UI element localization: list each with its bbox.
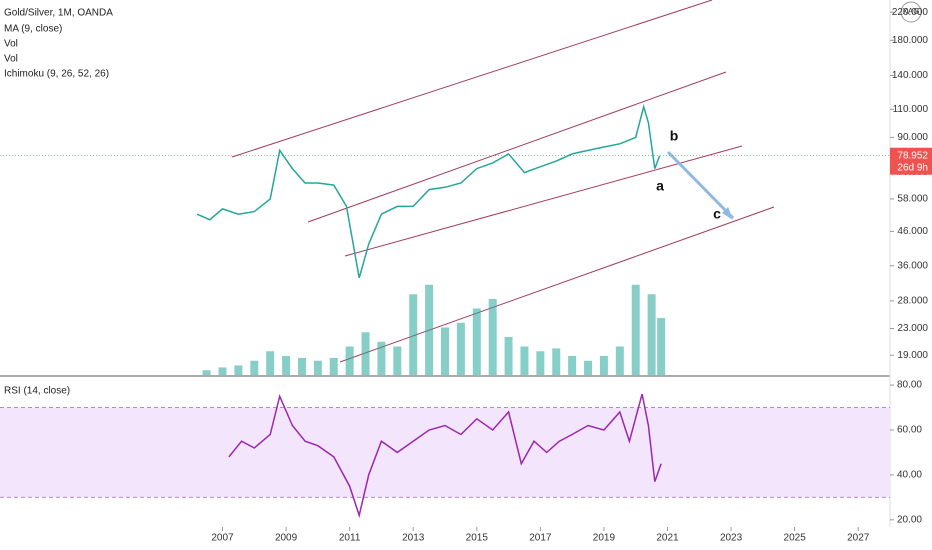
- volume-bar: [282, 356, 291, 375]
- channel-line: [344, 145, 743, 257]
- indicator-label: Vol: [4, 54, 18, 65]
- indicator-label: Vol: [4, 39, 18, 50]
- last-price-label: 78.952: [897, 150, 928, 161]
- volume-bar: [234, 365, 243, 375]
- volume-bar: [615, 346, 624, 375]
- last-price-box: [890, 147, 932, 175]
- volume-bar: [425, 284, 434, 375]
- volume-bar: [647, 294, 656, 375]
- symbol: XAG: [903, 7, 920, 16]
- volume-bar: [472, 308, 481, 375]
- y-tick-label: 220.000: [892, 7, 929, 18]
- rsi-y-tick-label: 60.00: [897, 425, 922, 436]
- volume-bar: [657, 318, 666, 375]
- y-tick-label: 180.000: [892, 35, 929, 46]
- volume-bar: [568, 356, 577, 375]
- volume-bar: [266, 351, 275, 375]
- volume-bar: [329, 357, 338, 375]
- x-tick-label: 2027: [847, 533, 870, 544]
- rsi-band: [0, 407, 890, 498]
- y-tick-label: 28.000: [897, 296, 928, 307]
- rsi-title: RSI (14, close): [4, 386, 70, 397]
- y-tick-label: 58.000: [897, 194, 928, 205]
- symbol-badge: [900, 1, 922, 23]
- volume-bar: [313, 360, 322, 375]
- projection-arrow: [666, 150, 735, 220]
- x-tick-label: 2023: [720, 533, 743, 544]
- volume-bar: [520, 346, 529, 375]
- volume-bar: [456, 322, 465, 375]
- rsi-y-tick-label: 40.00: [897, 470, 922, 481]
- x-tick-label: 2013: [402, 533, 425, 544]
- rsi-y-tick-label: 20.00: [897, 514, 922, 525]
- channel-line: [307, 71, 727, 223]
- volume-bar: [250, 360, 259, 375]
- volume-bar: [393, 346, 402, 375]
- volume-bar: [441, 327, 449, 375]
- y-tick-label: 90.000: [897, 132, 928, 143]
- volume-bar: [361, 332, 370, 375]
- rsi-line: [228, 393, 662, 519]
- y-tick-label: 23.000: [897, 323, 928, 334]
- countdown: 26d 9h: [897, 162, 928, 173]
- chart-title: Gold/Silver, 1M, OANDA: [4, 8, 113, 19]
- volume-bar: [631, 284, 640, 375]
- annotation: b: [670, 128, 679, 144]
- volume-bar: [552, 348, 561, 375]
- volume-bar: [599, 356, 608, 375]
- volume-bar: [504, 337, 513, 375]
- volume-bar: [218, 367, 227, 375]
- y-tick-label: 19.000: [897, 350, 928, 361]
- y-tick-label: 110.000: [893, 104, 929, 115]
- x-tick-label: 2019: [593, 533, 616, 544]
- arrow-head: [722, 207, 733, 220]
- price-line: [196, 104, 661, 279]
- volume-bar: [345, 346, 354, 375]
- y-tick-label: 36.000: [897, 260, 928, 271]
- volume-bar: [536, 351, 545, 375]
- indicator-label: Ichimoku (9, 26, 52, 26): [4, 69, 109, 80]
- x-tick-label: 2015: [466, 533, 489, 544]
- x-tick-label: 2017: [529, 533, 552, 544]
- volume-bar: [409, 294, 418, 375]
- annotation: a: [656, 178, 664, 194]
- volume-bar: [584, 360, 593, 375]
- x-tick-label: 2011: [339, 533, 361, 544]
- channel-line: [231, 0, 713, 158]
- y-tick-label: 140.000: [892, 70, 929, 81]
- x-tick-label: 2025: [784, 533, 807, 544]
- x-tick-label: 2021: [656, 533, 679, 544]
- indicator-label: MA (9, close): [4, 24, 62, 35]
- rsi-y-tick-label: 80.00: [897, 380, 922, 391]
- y-tick-label: 46.000: [897, 226, 928, 237]
- volume-bar: [202, 370, 211, 375]
- annotation: c: [713, 206, 721, 222]
- volume-bar: [297, 357, 306, 375]
- x-tick-label: 2009: [275, 533, 298, 544]
- x-tick-label: 2007: [211, 533, 234, 544]
- volume-bar: [377, 341, 386, 375]
- volume-bar: [488, 299, 497, 375]
